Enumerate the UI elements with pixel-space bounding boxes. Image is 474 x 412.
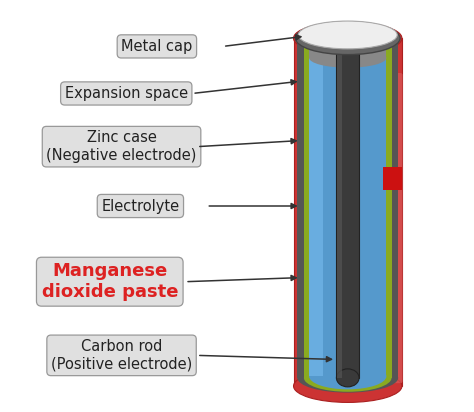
Ellipse shape — [297, 363, 398, 393]
Ellipse shape — [293, 22, 402, 54]
Ellipse shape — [337, 30, 359, 48]
Bar — [337, 39, 342, 378]
Ellipse shape — [295, 22, 400, 54]
FancyBboxPatch shape — [375, 73, 402, 383]
Bar — [297, 43, 398, 378]
Bar — [293, 38, 402, 386]
Text: Electrolyte: Electrolyte — [101, 199, 180, 213]
Ellipse shape — [309, 363, 386, 389]
Ellipse shape — [304, 29, 392, 57]
Ellipse shape — [309, 48, 386, 68]
Ellipse shape — [309, 34, 386, 60]
Bar — [304, 43, 392, 378]
Ellipse shape — [337, 369, 359, 387]
Text: Carbon rod
(Positive electrode): Carbon rod (Positive electrode) — [51, 339, 192, 372]
Bar — [309, 43, 386, 58]
Bar — [337, 39, 359, 378]
Text: Expansion space: Expansion space — [64, 86, 188, 101]
Ellipse shape — [298, 21, 397, 49]
Ellipse shape — [293, 370, 402, 403]
Bar — [309, 47, 323, 376]
Bar — [309, 47, 386, 376]
Text: Zinc case
(Negative electrode): Zinc case (Negative electrode) — [46, 131, 197, 163]
Ellipse shape — [297, 28, 398, 58]
Text: Metal cap: Metal cap — [121, 39, 192, 54]
Text: Manganese
dioxide paste: Manganese dioxide paste — [42, 262, 178, 301]
Ellipse shape — [304, 364, 392, 392]
Bar — [383, 167, 402, 190]
